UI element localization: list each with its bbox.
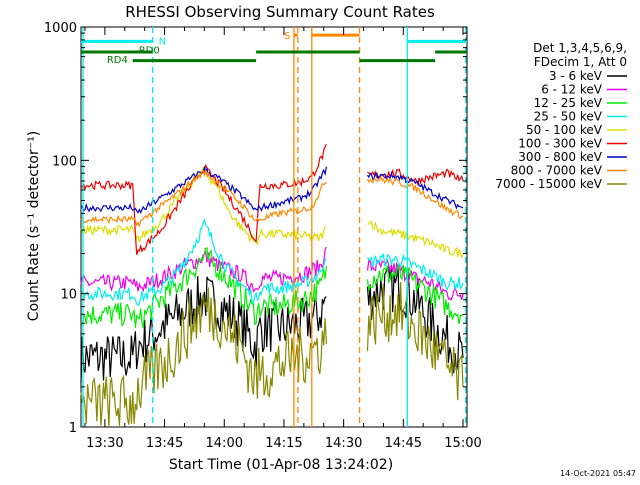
flag-label-1: N	[159, 37, 166, 48]
legend-label-4: 25 - 50 keV	[534, 110, 603, 124]
series-line-9-segment-1	[80, 287, 327, 428]
flag-label-3: RD0	[139, 45, 160, 56]
series-line-2-segment-1	[80, 246, 327, 294]
legend-label-3: 12 - 25 keV	[534, 96, 603, 110]
series-line-4-segment-2	[366, 253, 464, 291]
x-tick-label-2: 13:45	[146, 436, 183, 451]
chart-title: RHESSI Observing Summary Count Rates	[125, 3, 435, 21]
series-line-3-segment-2	[366, 264, 464, 325]
legend-label-2: 6 - 12 keV	[541, 83, 603, 97]
series-line-3-segment-1	[80, 247, 327, 329]
series-line-6-segment-2	[367, 168, 464, 187]
series-line-2-segment-2	[366, 258, 464, 301]
x-tick-label-6: 14:45	[385, 436, 422, 451]
plot-area: N S RD0 RD4	[80, 26, 468, 428]
x-tick-label-5: 14:30	[325, 436, 362, 451]
flag-label-2: S	[284, 31, 290, 42]
x-axis: 13:30 13:45 14:00 14:15 14:30 14:45 15:00	[84, 27, 482, 451]
legend: Det 1,3,4,5,6,9, FDecim 1, Att 0 3 - 6 k…	[495, 41, 627, 191]
legend-header-line-1: Det 1,3,4,5,6,9,	[533, 41, 627, 55]
y-tick-label-1: 1	[69, 421, 77, 436]
series-line-1-segment-2	[366, 264, 464, 374]
legend-label-9: 7000 - 15000 keV	[495, 177, 602, 191]
x-axis-label: Start Time (01-Apr-08 13:24:02)	[169, 457, 393, 473]
series-line-4-segment-1	[80, 217, 327, 307]
y-axis-label: Count Rate (s⁻¹ detector⁻¹)	[26, 131, 42, 321]
series-line-7-segment-2	[366, 171, 464, 210]
legend-label-7: 300 - 800 keV	[518, 150, 602, 164]
y-axis: 1 10 100 1000	[44, 21, 467, 436]
y-tick-label-3: 100	[52, 154, 77, 169]
x-tick-label-7: 15:00	[444, 436, 481, 451]
plot-frame	[80, 26, 468, 428]
x-tick-label-4: 14:15	[265, 436, 302, 451]
legend-header-line-2: FDecim 1, Att 0	[534, 55, 627, 69]
y-tick-label-4: 1000	[44, 21, 77, 36]
legend-label-1: 3 - 6 keV	[549, 69, 603, 83]
series-line-7-segment-1	[80, 165, 327, 215]
legend-label-8: 800 - 7000 keV	[511, 164, 603, 178]
legend-label-5: 50 - 100 keV	[526, 123, 603, 137]
timestamp: 14-Oct-2021 05:47	[560, 469, 636, 478]
y-tick-label-2: 10	[60, 288, 77, 303]
series-line-8-segment-1	[80, 169, 327, 228]
x-tick-label-1: 13:30	[86, 436, 123, 451]
series-line-8-segment-2	[366, 175, 464, 220]
x-tick-label-3: 14:00	[206, 436, 243, 451]
flag-label-4: RD4	[107, 55, 128, 66]
legend-label-6: 100 - 300 keV	[518, 137, 602, 151]
series-line-5-segment-2	[367, 220, 464, 260]
series-line-9-segment-2	[366, 281, 464, 401]
